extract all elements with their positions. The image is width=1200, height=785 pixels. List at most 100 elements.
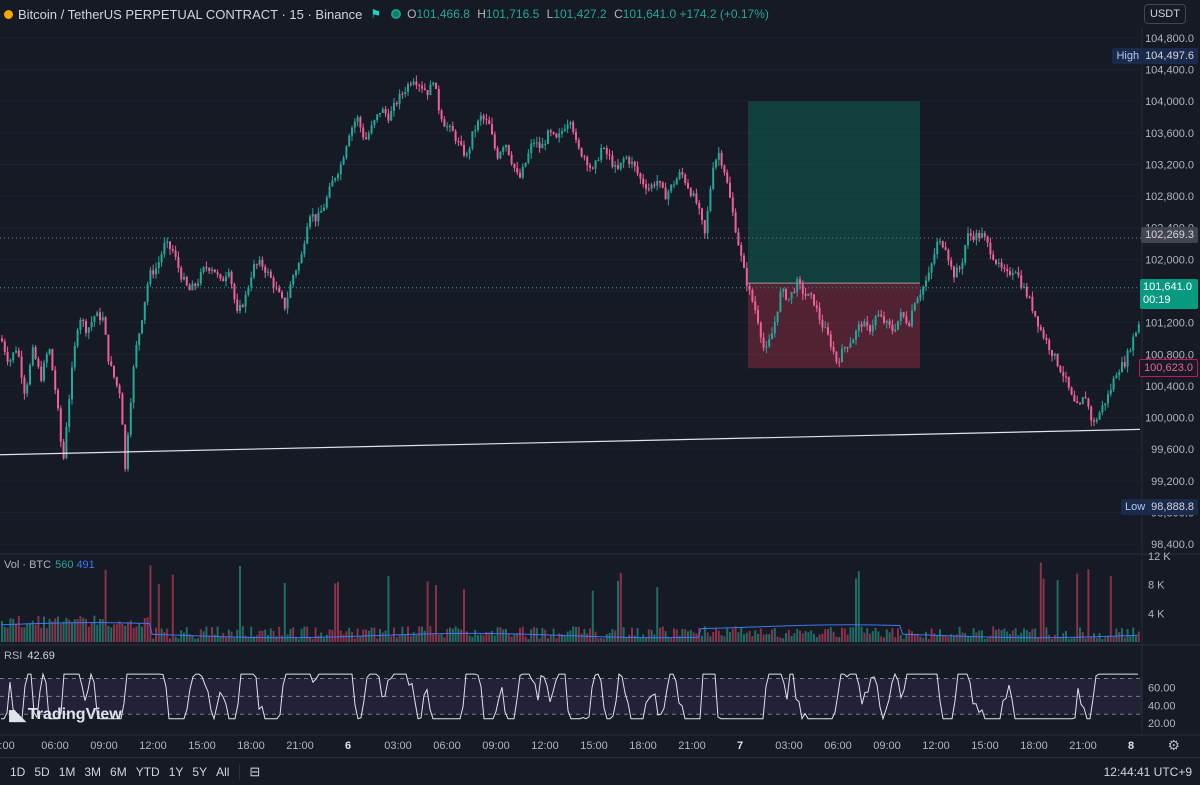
volume-bar [754, 630, 757, 642]
candle-body [757, 310, 759, 323]
candle-body [1042, 329, 1045, 338]
rsi-title: RSI [4, 650, 23, 662]
volume-bar [40, 627, 43, 642]
utc-clock[interactable]: 12:44:41 UTC+9 [1103, 764, 1192, 779]
candle-body [90, 321, 93, 328]
volume-bar [1118, 631, 1121, 642]
volume-bar [986, 638, 989, 642]
volume-bar [107, 625, 110, 642]
stop-price-tag: 100,623.0 [1139, 359, 1198, 377]
candle-body [689, 188, 692, 196]
rsi-value: 42.69 [27, 650, 55, 662]
volume-bar [216, 626, 219, 642]
volume-tick-label: 4 K [1148, 608, 1165, 620]
candle-body [465, 153, 468, 156]
volume-bar [941, 635, 944, 642]
candle-body [236, 299, 239, 311]
volume-bar [829, 627, 832, 642]
candle-body [286, 297, 289, 309]
volume-bar [314, 627, 317, 642]
symbol-title[interactable]: Bitcoin / TetherUS PERPETUAL CONTRACT · … [18, 6, 363, 22]
time-tick-label: 03:00 [775, 740, 803, 752]
candle-body [1093, 420, 1095, 422]
volume-legend[interactable]: Vol · BTC 560 491 [4, 559, 95, 571]
volume-bar [34, 624, 37, 642]
candle-body [813, 294, 815, 306]
candle-body [379, 112, 381, 115]
volume-bar [1095, 637, 1098, 642]
volume-bar [180, 630, 183, 642]
candle-body [185, 276, 188, 286]
candle-body [323, 207, 325, 211]
currency-selector[interactable]: USDT [1144, 4, 1186, 24]
volume-bar [703, 626, 706, 642]
candle-body [499, 152, 502, 159]
volume-bar [482, 635, 485, 642]
range-5y-button[interactable]: 5Y [192, 764, 208, 779]
go-to-date-icon[interactable]: ⊟ [249, 763, 261, 779]
volume-bar [544, 629, 547, 642]
volume-bar [689, 629, 692, 642]
range-3m-button[interactable]: 3M [84, 764, 102, 779]
volume-bar [1070, 638, 1073, 642]
candle-body [572, 122, 575, 132]
flag-icon[interactable]: ⚑ [370, 7, 382, 21]
volume-bar [404, 634, 407, 642]
range-1m-button[interactable]: 1M [58, 764, 76, 779]
volume-bar [124, 625, 127, 642]
volume-bar [197, 638, 199, 642]
volume-bar [1025, 629, 1028, 642]
bottom-toolbar: 1D 5D 1M 3M 6M YTD 1Y 5Y All ⊟ 12:44:41 … [0, 757, 1200, 785]
candle-body [659, 180, 661, 183]
range-6m-button[interactable]: 6M [110, 764, 127, 779]
volume-bar [751, 636, 754, 642]
price-tick-label: 102,000.0 [1145, 254, 1194, 266]
candle-body [169, 241, 171, 250]
volume-bar [810, 630, 813, 642]
candle-body [337, 174, 339, 179]
candle-body [474, 130, 477, 132]
candle-body [933, 254, 936, 264]
range-5d-button[interactable]: 5D [34, 764, 50, 779]
volume-bar [701, 635, 703, 642]
volume-bar [538, 638, 541, 642]
candle-body [384, 108, 387, 114]
volume-bar [667, 636, 670, 642]
volume-bar [292, 627, 295, 642]
range-1d-button[interactable]: 1D [10, 764, 26, 779]
settings-gear-icon[interactable]: ⚙ [1167, 737, 1180, 753]
volume-bar [673, 628, 675, 642]
market-status-icon[interactable] [391, 9, 402, 19]
volume-bar [891, 628, 894, 642]
candle-body [983, 233, 986, 237]
candle-body [947, 249, 950, 261]
candle-body [505, 145, 507, 148]
volume-bar [409, 636, 412, 642]
volume-bar [96, 624, 99, 642]
candle-body [667, 191, 670, 200]
candle-body [594, 160, 597, 169]
price-tick-label: 101,200.0 [1145, 318, 1194, 330]
volume-bar [222, 632, 225, 642]
volume-bar [1067, 638, 1070, 642]
range-all-button[interactable]: All [216, 764, 230, 779]
symbol-legend: Bitcoin / TetherUS PERPETUAL CONTRACT · … [4, 5, 769, 23]
volume-bar [995, 629, 997, 642]
volume-bar [384, 630, 387, 642]
volume-bar [48, 618, 51, 642]
volume-bar [65, 617, 68, 642]
range-1y-button[interactable]: 1Y [168, 764, 184, 779]
candle-body [138, 333, 141, 346]
volume-bar [633, 635, 636, 642]
range-ytd-button[interactable]: YTD [135, 764, 160, 779]
candle-body [174, 250, 177, 257]
volume-bar [104, 569, 107, 642]
volume-bar [415, 634, 418, 642]
volume-bar [681, 628, 684, 642]
rsi-legend[interactable]: RSI 42.69 [4, 650, 55, 662]
volume-bar [295, 636, 297, 642]
candle-body [717, 152, 720, 160]
volume-bar [491, 631, 493, 642]
volume-bar [149, 565, 152, 642]
